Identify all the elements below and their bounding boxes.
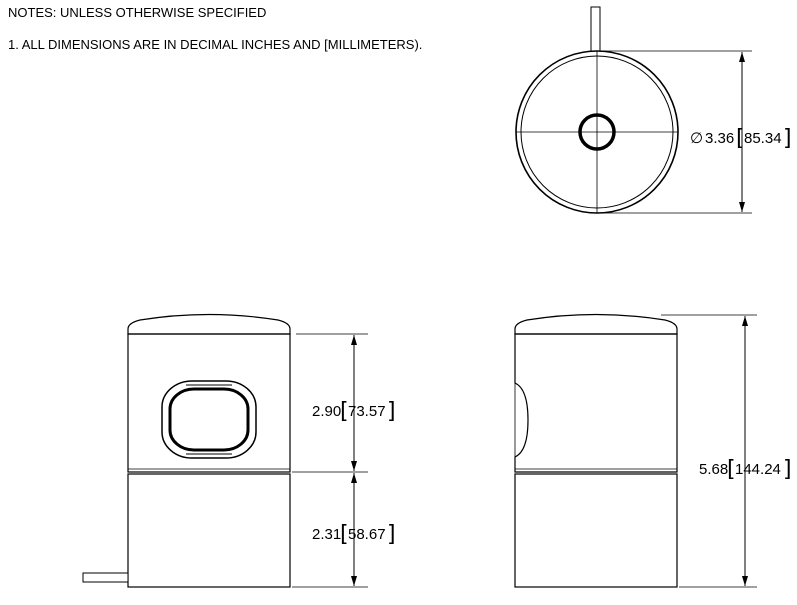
svg-text:]: ] (783, 457, 792, 482)
front-view-cable (82, 572, 129, 583)
total-height-mm: 144.24 (735, 461, 781, 478)
lower-height-label: 2.31 [ 58.67 ] (312, 522, 396, 547)
lower-height-inch: 2.31 (312, 526, 341, 543)
svg-text:]: ] (783, 126, 792, 151)
note-item: 1. ALL DIMENSIONS ARE IN DECIMAL INCHES … (8, 37, 423, 52)
top-view (515, 6, 752, 214)
svg-text:[: [ (727, 457, 736, 482)
front-view (82, 313, 368, 588)
svg-text:[: [ (736, 126, 745, 151)
svg-text:]: ] (387, 399, 396, 424)
upper-height-label: 2.90 [ 73.57 ] (312, 399, 396, 424)
upper-height-inch: 2.90 (312, 403, 341, 420)
diameter-symbol: ∅ (690, 130, 703, 147)
lower-height-mm: 58.67 (348, 526, 386, 543)
upper-height-mm: 73.57 (348, 403, 386, 420)
diameter-inch: 3.36 (705, 130, 734, 147)
svg-text:[: [ (340, 522, 349, 547)
front-view-window-outer (161, 380, 257, 459)
diameter-mm: 85.34 (744, 130, 782, 147)
svg-text:]: ] (387, 522, 396, 547)
svg-text:[: [ (340, 399, 349, 424)
front-view-lower-body (127, 473, 291, 588)
total-height-inch: 5.68 (699, 461, 728, 478)
side-view-lower-body (514, 473, 678, 588)
side-view-upper-body (514, 333, 678, 473)
side-view (514, 313, 757, 588)
notes-heading: NOTES: UNLESS OTHERWISE SPECIFIED (8, 5, 267, 20)
diameter-dimension-label: ∅ 3.36 [ 85.34 ] (690, 126, 792, 151)
total-height-label: 5.68 [ 144.24 ] (699, 457, 792, 482)
front-view-window-inner (168, 387, 250, 452)
drawing-notes: NOTES: UNLESS OTHERWISE SPECIFIED 1. ALL… (8, 4, 422, 68)
front-view-cap (127, 313, 291, 335)
top-view-cable (590, 6, 601, 52)
side-view-cap (514, 313, 678, 335)
